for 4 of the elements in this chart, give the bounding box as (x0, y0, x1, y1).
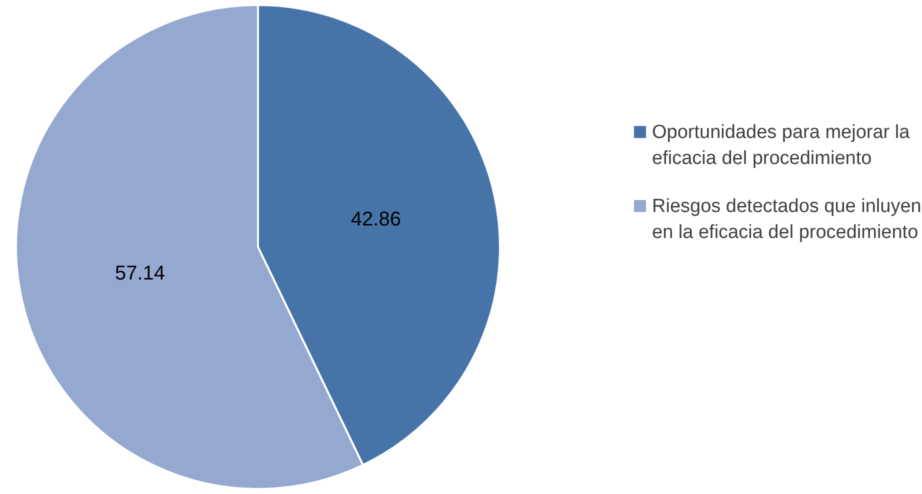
data-label: 42.86 (350, 208, 401, 231)
data-label: 57.14 (115, 262, 166, 284)
legend-label: Riesgos detectados que inluyen en la eficacia del procedimiento (652, 195, 922, 245)
legend-label: Oportunidades para mejorar la eficacia del procedimiento (652, 121, 911, 171)
